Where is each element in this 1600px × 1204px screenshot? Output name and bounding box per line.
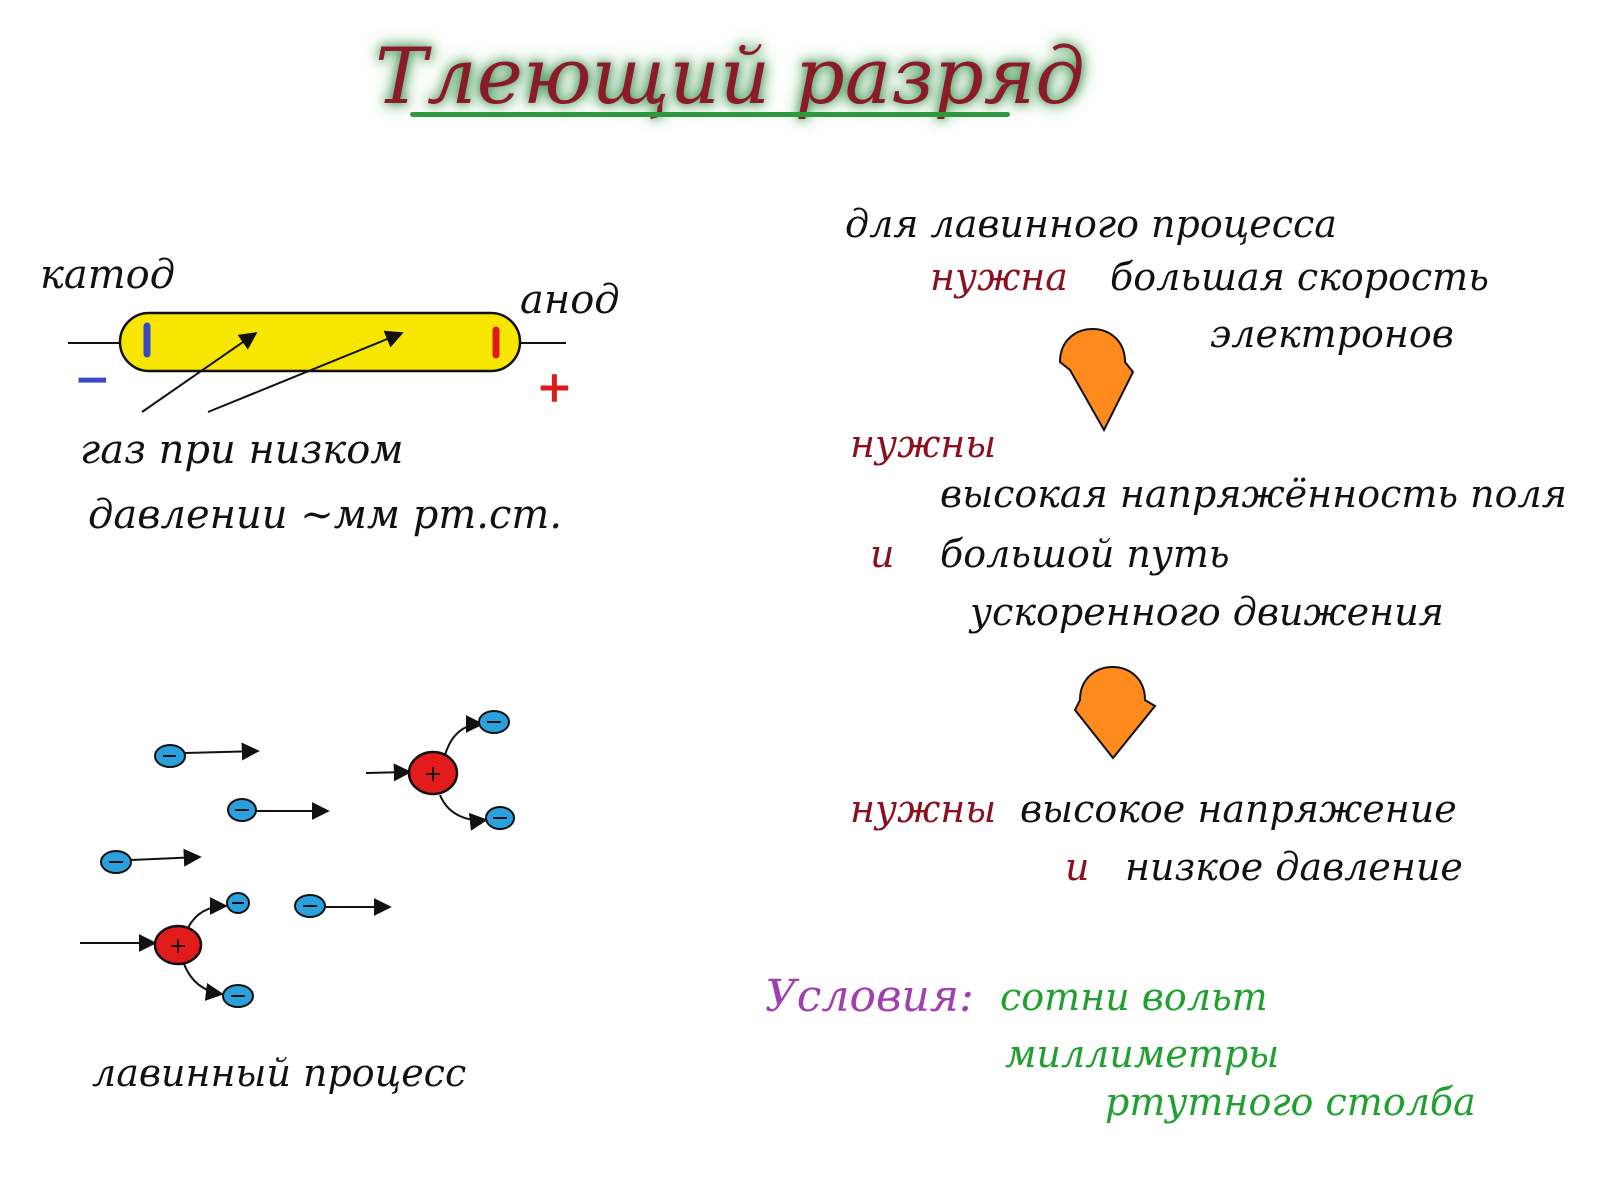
flow-line2: большая скорость: [1110, 255, 1489, 299]
flow-line6: большой путь: [940, 532, 1230, 576]
gas-pointer-arrow: [207, 330, 404, 413]
gas-description-line2: давлении ~мм рт.ст.: [88, 492, 563, 538]
anode-label: анод: [520, 277, 620, 323]
plus-sign: +: [536, 362, 573, 413]
conditions-label: Условия:: [765, 971, 974, 1022]
flow-needed-1: нужна: [930, 255, 1068, 299]
conditions-line2: миллиметры: [1005, 1032, 1280, 1076]
flow-arrow-down-icon: [1073, 666, 1157, 760]
electron: [100, 848, 202, 874]
page-title: Тлеющий разряд: [375, 32, 1085, 122]
electron: [154, 742, 260, 768]
flow-and-2: и: [1065, 845, 1090, 889]
flow-line7: ускоренного движения: [970, 590, 1444, 634]
discharge-tube: [68, 311, 566, 413]
flow-line8: высокое напряжение: [1020, 787, 1457, 831]
ionization-event: +: [365, 710, 515, 831]
avalanche-diagram: + +: [80, 710, 515, 1008]
electron: [227, 798, 330, 822]
flow-line9: низкое давление: [1125, 845, 1463, 889]
ion-sign: +: [424, 762, 442, 787]
tube-body: [118, 311, 522, 373]
conditions-line1: сотни вольт: [1000, 975, 1268, 1019]
gas-description-line1: газ при низком: [80, 427, 404, 473]
electron: [294, 894, 392, 918]
flow-line1: для лавинного процесса: [845, 202, 1337, 246]
flow-arrow-down-icon: [1058, 328, 1135, 433]
positive-ion: [153, 924, 203, 966]
ion-sign: +: [169, 934, 187, 959]
flow-needed-2: нужны: [850, 422, 997, 466]
cathode-label: катод: [40, 252, 176, 298]
gas-pointer-arrow: [141, 331, 258, 413]
positive-ion: [407, 750, 459, 796]
avalanche-caption: лавинный процесс: [92, 1051, 467, 1095]
flow-line5: высокая напряжённость поля: [940, 472, 1567, 516]
minus-sign: −: [74, 354, 111, 405]
flow-line3: электронов: [1210, 312, 1454, 356]
flow-needed-3: нужны: [850, 787, 997, 831]
conditions-line3: ртутного столба: [1105, 1080, 1476, 1124]
flow-and-1: и: [870, 532, 895, 576]
title-underline: [410, 112, 1010, 117]
ionization-event: +: [80, 892, 254, 1008]
